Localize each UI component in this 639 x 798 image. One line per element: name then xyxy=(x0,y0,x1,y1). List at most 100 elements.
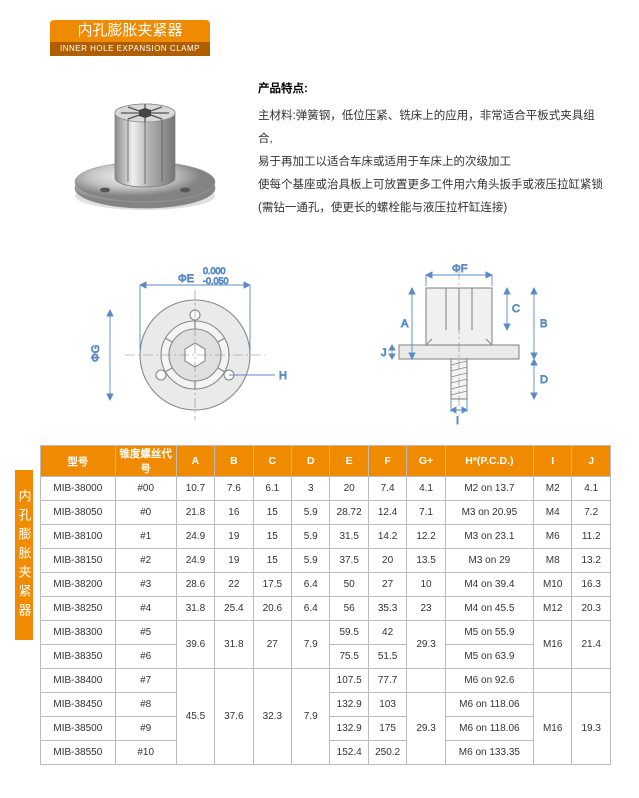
table-cell: 22 xyxy=(215,573,253,597)
table-cell: 24.9 xyxy=(176,525,214,549)
table-cell: #0 xyxy=(115,501,176,525)
table-cell: 7.2 xyxy=(572,501,611,525)
table-cell: M16 xyxy=(533,621,571,669)
table-cell: 75.5 xyxy=(330,645,368,669)
table-cell: 13.2 xyxy=(572,549,611,573)
table-cell: 37.6 xyxy=(215,669,253,765)
table-cell: 20 xyxy=(368,549,406,573)
dim-phiG: ΦG xyxy=(90,345,102,362)
table-cell: MIB-38150 xyxy=(41,549,116,573)
table-cell: 42 xyxy=(368,621,406,645)
table-cell: 31.8 xyxy=(215,621,253,669)
table-cell: M2 xyxy=(533,477,571,501)
table-cell xyxy=(533,669,571,693)
table-cell: M8 xyxy=(533,549,571,573)
table-cell: 77.7 xyxy=(368,669,406,693)
table-cell: #4 xyxy=(115,597,176,621)
table-cell: MIB-38300 xyxy=(41,621,116,645)
table-row: MIB-38250#431.825.420.66.45635.323M4 on … xyxy=(41,597,611,621)
table-cell: M5 on 55.9 xyxy=(445,621,533,645)
table-cell: 32.3 xyxy=(253,669,291,765)
table-cell: M6 on 118.06 xyxy=(445,717,533,741)
desc-line-3: 使每个基座或治具板上可放置更多工件用六角头扳手或液压拉缸紧锁 xyxy=(258,174,609,197)
th-C: C xyxy=(253,446,291,477)
table-row: MIB-38000#0010.77.66.13207.44.1M2 on 13.… xyxy=(41,477,611,501)
table-cell: 7.9 xyxy=(292,669,330,765)
table-cell: 11.2 xyxy=(572,525,611,549)
table-cell: 23 xyxy=(407,597,445,621)
table-cell: 59.5 xyxy=(330,621,368,645)
table-cell: 56 xyxy=(330,597,368,621)
table-header-row: 型号 锥度螺丝代号 A B C D E F G+ H*(P.C.D.) I J xyxy=(41,446,611,477)
th-E: E xyxy=(330,446,368,477)
dim-tol-plus: 0.000 xyxy=(203,266,226,276)
table-cell: 10.7 xyxy=(176,477,214,501)
table-cell: 4.1 xyxy=(572,477,611,501)
dim-J: J xyxy=(381,347,387,359)
table-cell: 25.4 xyxy=(215,597,253,621)
table-cell: 10 xyxy=(407,573,445,597)
table-cell: 39.6 xyxy=(176,621,214,669)
table-cell: 7.1 xyxy=(407,501,445,525)
table-cell: 5.9 xyxy=(292,525,330,549)
table-cell: 50 xyxy=(330,573,368,597)
table-cell: #5 xyxy=(115,621,176,645)
table-cell: 37.5 xyxy=(330,549,368,573)
th-I: I xyxy=(533,446,571,477)
table-cell: M3 on 20.95 xyxy=(445,501,533,525)
desc-line-1: 主材料:弹簧钢，低位压紧、铣床上的应用，非常适合平板式夹具组合, xyxy=(258,105,609,151)
table-cell: #9 xyxy=(115,717,176,741)
table-cell: 27 xyxy=(368,573,406,597)
dim-phiF: ΦF xyxy=(452,263,468,275)
table-cell: MIB-38550 xyxy=(41,741,116,765)
table-cell: MIB-38250 xyxy=(41,597,116,621)
table-cell: #00 xyxy=(115,477,176,501)
table-cell: 15 xyxy=(253,525,291,549)
table-cell: 7.4 xyxy=(368,477,406,501)
table-cell: #7 xyxy=(115,669,176,693)
th-H: H*(P.C.D.) xyxy=(445,446,533,477)
table-cell: #1 xyxy=(115,525,176,549)
table-cell: 51.5 xyxy=(368,645,406,669)
table-cell: 7.6 xyxy=(215,477,253,501)
spec-table: 型号 锥度螺丝代号 A B C D E F G+ H*(P.C.D.) I J … xyxy=(40,445,611,765)
th-A: A xyxy=(176,446,214,477)
table-cell: M3 on 23.1 xyxy=(445,525,533,549)
page-title-cn: 内孔膨胀夹紧器 xyxy=(50,20,210,42)
table-cell: M6 on 92.6 xyxy=(445,669,533,693)
table-cell: 31.8 xyxy=(176,597,214,621)
table-cell: 103 xyxy=(368,693,406,717)
table-cell: 16 xyxy=(215,501,253,525)
table-cell: 132.9 xyxy=(330,693,368,717)
dim-H: H xyxy=(279,370,287,382)
table-cell: #10 xyxy=(115,741,176,765)
table-row: MIB-38100#124.919155.931.514.212.2M3 on … xyxy=(41,525,611,549)
product-overview: 产品特点: 主材料:弹簧钢，低位压紧、铣床上的应用，非常适合平板式夹具组合, 易… xyxy=(50,78,609,228)
product-render-image xyxy=(50,78,240,218)
dim-B: B xyxy=(540,318,547,330)
table-cell: M4 on 39.4 xyxy=(445,573,533,597)
table-cell: MIB-38500 xyxy=(41,717,116,741)
th-model: 型号 xyxy=(41,446,116,477)
table-cell xyxy=(572,669,611,693)
th-F: F xyxy=(368,446,406,477)
table-row: MIB-38050#021.816155.928.7212.47.1M3 on … xyxy=(41,501,611,525)
table-cell: MIB-38350 xyxy=(41,645,116,669)
table-cell: MIB-38400 xyxy=(41,669,116,693)
page-title-banner: 内孔膨胀夹紧器 INNER HOLE EXPANSION CLAMP xyxy=(50,20,210,56)
table-cell: M2 on 13.7 xyxy=(445,477,533,501)
diagram-side-view: ΦF A J C B D xyxy=(354,250,584,425)
table-cell: M3 on 29 xyxy=(445,549,533,573)
table-cell: #6 xyxy=(115,645,176,669)
table-cell: 107.5 xyxy=(330,669,368,693)
table-cell: M6 on 118.06 xyxy=(445,693,533,717)
table-cell: 4.1 xyxy=(407,477,445,501)
table-cell: 6.4 xyxy=(292,573,330,597)
table-cell: 19.3 xyxy=(572,693,611,765)
table-cell: 250.2 xyxy=(368,741,406,765)
table-cell: 27 xyxy=(253,621,291,669)
table-cell: 175 xyxy=(368,717,406,741)
technical-diagrams: ΦE 0.000 -0.050 ΦG H xyxy=(50,250,609,430)
table-cell: MIB-38000 xyxy=(41,477,116,501)
table-cell: MIB-38450 xyxy=(41,693,116,717)
